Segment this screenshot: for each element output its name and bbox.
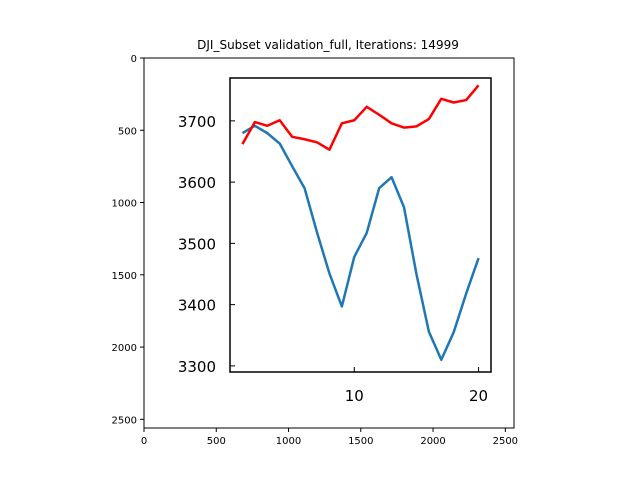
outer-y-tick-label: 2000	[112, 343, 137, 354]
outer-x-tick-label: 2000	[420, 436, 445, 447]
series-layer	[241, 84, 480, 361]
series-line-1	[241, 84, 480, 151]
inner-y-tick-label: 3500	[178, 235, 216, 253]
outer-axes-ticks: 0 500 1000 1500 2000 2500 0 500 1000 1500 2000 2500	[112, 54, 519, 447]
inner-x-tick-label: 20	[469, 387, 488, 405]
inner-plot-frame	[229, 77, 492, 373]
inner-plot-ticks: 3300 3400 3500 3600 3700 10 20	[178, 113, 488, 405]
inner-y-tick-label: 3700	[178, 113, 216, 131]
outer-x-tick-label: 2500	[493, 436, 518, 447]
inner-y-tick-label: 3600	[178, 174, 216, 192]
outer-y-tick-label: 1000	[112, 199, 137, 210]
outer-y-tick-label: 0	[131, 54, 137, 65]
outer-y-tick-label: 1500	[112, 271, 137, 282]
outer-x-tick-label: 0	[141, 436, 147, 447]
outer-y-tick-label: 500	[118, 126, 137, 137]
inner-y-tick-label: 3400	[178, 297, 216, 315]
outer-x-tick-label: 1000	[276, 436, 301, 447]
outer-x-tick-label: 500	[207, 436, 226, 447]
inner-x-tick-label: 10	[345, 387, 364, 405]
outer-y-tick-label: 2500	[112, 415, 137, 426]
outer-x-tick-label: 1500	[348, 436, 373, 447]
outer-axes-frame	[143, 57, 515, 429]
chart-title: DJI_Subset validation_full, Iterations: …	[197, 38, 459, 52]
series-line-0	[241, 124, 480, 361]
inner-y-tick-label: 3300	[178, 358, 216, 376]
